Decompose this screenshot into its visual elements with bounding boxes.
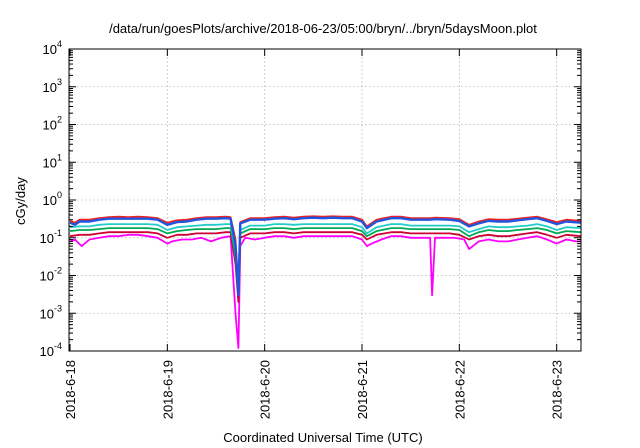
y-tick-label: 102 xyxy=(43,115,62,133)
grid xyxy=(69,49,581,351)
y-tick-label: 10-2 xyxy=(40,266,62,284)
y-axis-label: cGy/day xyxy=(13,177,28,225)
series-line xyxy=(69,233,581,349)
series-line xyxy=(69,215,582,288)
series-line xyxy=(69,223,582,292)
x-tick-label: 2018-6-19 xyxy=(160,360,175,419)
y-tick-label: 101 xyxy=(43,152,62,170)
x-tick-label: 2018-6-20 xyxy=(258,360,273,419)
series-layer xyxy=(69,215,582,349)
x-axis-label: Coordinated Universal Time (UTC) xyxy=(223,430,422,445)
x-axis: 2018-6-18 2018-6-19 2018-6-20 2018-6-21 2018… xyxy=(63,49,565,419)
x-tick-label: 2018-6-18 xyxy=(63,360,78,419)
x-tick-label: 2018-6-21 xyxy=(355,360,370,419)
y-tick-label: 100 xyxy=(43,190,62,208)
x-tick-label: 2018-6-22 xyxy=(452,360,467,419)
chart-title: /data/run/goesPlots/archive/2018-06-23/0… xyxy=(109,21,537,36)
series-line xyxy=(69,227,582,297)
series-line xyxy=(69,216,582,297)
y-tick-label: 104 xyxy=(43,39,62,57)
series-line xyxy=(69,231,582,303)
y-tick-label: 10-4 xyxy=(40,341,62,359)
y-tick-label: 10-3 xyxy=(40,303,62,321)
y-axis: 10-4 10-3 10-2 10-1 100 101 102 103 104 xyxy=(40,39,581,359)
y-tick-label: 103 xyxy=(43,77,62,95)
y-tick-label: 10-1 xyxy=(40,228,62,246)
x-tick-label: 2018-6-23 xyxy=(550,360,565,419)
